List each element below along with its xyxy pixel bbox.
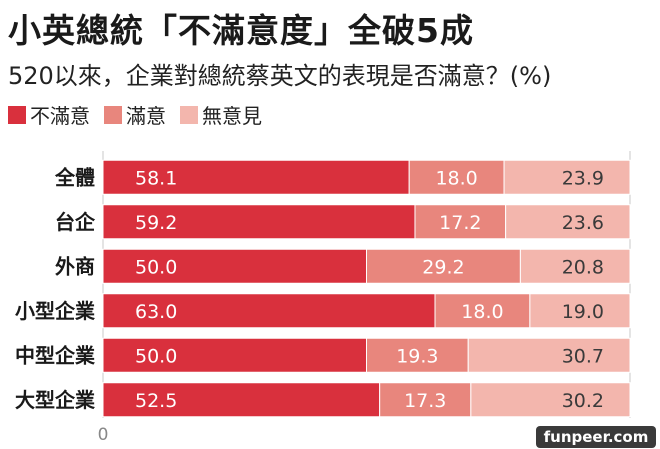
category-label: 小型企業 xyxy=(15,299,96,323)
data-label: 23.9 xyxy=(562,167,604,189)
legend-label-no-opinion: 無意見 xyxy=(202,104,262,128)
legend-label-dissatisfied: 不滿意 xyxy=(30,104,90,128)
legend-item-satisfied: 滿意 xyxy=(104,100,166,129)
category-label: 中型企業 xyxy=(15,343,96,367)
bar-dissatisfied xyxy=(102,248,367,284)
data-label: 23.6 xyxy=(562,212,604,234)
legend-swatch-no-opinion xyxy=(180,105,198,124)
data-label: 52.5 xyxy=(135,390,177,412)
data-label: 50.0 xyxy=(135,256,177,278)
data-label: 50.0 xyxy=(135,345,177,367)
data-label: 19.0 xyxy=(562,301,604,323)
bar-satisfied xyxy=(366,248,521,284)
bar-dissatisfied xyxy=(102,382,381,418)
data-label: 17.3 xyxy=(404,390,446,412)
category-label: 大型企業 xyxy=(15,388,96,412)
x-tick-label: 0 xyxy=(98,425,109,445)
legend-swatch-dissatisfied xyxy=(8,105,26,124)
data-label: 20.8 xyxy=(562,256,604,278)
bar-dissatisfied xyxy=(102,204,416,240)
data-label: 58.1 xyxy=(135,167,177,189)
legend: 不滿意 滿意 無意見 xyxy=(8,100,262,129)
category-label: 全體 xyxy=(54,165,95,189)
data-label: 17.2 xyxy=(439,212,481,234)
legend-item-no-opinion: 無意見 xyxy=(180,100,262,129)
watermark: funpeer.com xyxy=(536,426,656,448)
data-label: 59.2 xyxy=(135,212,177,234)
category-label: 外商 xyxy=(55,254,95,278)
bar-dissatisfied xyxy=(102,293,436,329)
bar-no-opinion xyxy=(529,293,631,329)
data-label: 18.0 xyxy=(461,301,503,323)
data-label: 18.0 xyxy=(435,167,477,189)
bar-satisfied xyxy=(414,204,507,240)
data-label: 63.0 xyxy=(135,301,177,323)
legend-label-satisfied: 滿意 xyxy=(126,104,166,128)
chart-subtitle: 520以來，企業對總統蔡英文的表現是否滿意？(%) xyxy=(8,62,552,90)
legend-swatch-satisfied xyxy=(104,105,122,124)
data-label: 19.3 xyxy=(396,345,438,367)
bar-satisfied xyxy=(379,382,472,418)
category-label: 台企 xyxy=(55,210,96,234)
bar-satisfied xyxy=(366,337,469,373)
bar-satisfied xyxy=(408,159,505,195)
bar-dissatisfied xyxy=(102,337,367,373)
chart-title: 小英總統「不滿意度」全破5成 xyxy=(8,11,474,50)
data-label: 30.2 xyxy=(562,390,604,412)
legend-item-dissatisfied: 不滿意 xyxy=(8,100,90,129)
bar-no-opinion xyxy=(467,337,631,373)
data-label: 29.2 xyxy=(422,256,464,278)
data-label: 30.7 xyxy=(562,345,604,367)
bar-no-opinion xyxy=(519,248,631,284)
bar-no-opinion xyxy=(505,204,631,240)
bar-no-opinion xyxy=(470,382,631,418)
bar-dissatisfied xyxy=(102,159,410,195)
bar-no-opinion xyxy=(503,159,631,195)
